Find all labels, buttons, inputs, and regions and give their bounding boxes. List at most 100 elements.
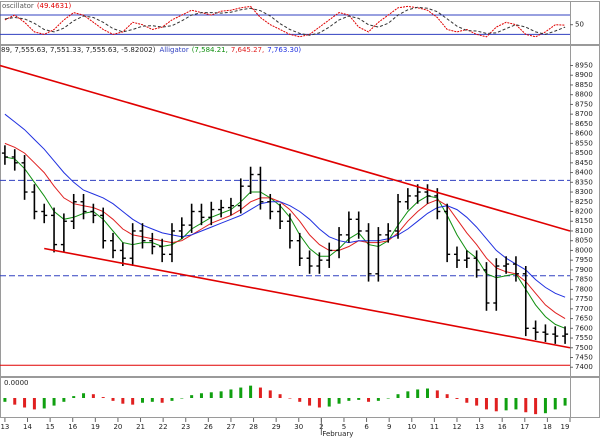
- histogram-bar: [327, 398, 331, 407]
- x-tick-label: 20: [113, 423, 122, 431]
- y-tick-label: 7900: [575, 266, 593, 274]
- ohlc-bar: [237, 178, 244, 214]
- histogram-bar: [72, 396, 76, 398]
- histogram-bar: [180, 398, 184, 399]
- histogram-bar: [543, 398, 547, 414]
- y-tick-label: 7950: [575, 256, 593, 264]
- histogram-bar: [101, 397, 105, 398]
- y-tick-label: 8600: [575, 130, 593, 138]
- y-tick-label: 8100: [575, 227, 593, 235]
- ohlc-bar: [70, 193, 77, 230]
- ohlc-bar: [385, 223, 392, 243]
- y-tick-label: 8700: [575, 110, 593, 118]
- histogram-bar: [62, 398, 66, 402]
- histogram-bar: [258, 387, 262, 398]
- ohlc-bar: [404, 188, 411, 210]
- ohlc-bar: [100, 207, 107, 249]
- histogram-bar: [13, 398, 17, 405]
- y-tick-label: 8050: [575, 237, 593, 245]
- ohlc-bar: [41, 203, 48, 224]
- y-tick-label: 8550: [575, 139, 593, 147]
- oscillator-line: [4, 5, 566, 38]
- indicator-value: (7,584.21,: [192, 46, 228, 54]
- ohlc-bar: [159, 238, 166, 263]
- ohlc-bar: [316, 252, 323, 274]
- histogram-bar: [484, 398, 488, 410]
- indicator-title: oscillator (49.4631): [2, 2, 71, 10]
- alligator-line: [4, 142, 566, 320]
- x-tick-label: 27: [226, 423, 235, 431]
- histogram-bar: [23, 398, 27, 408]
- y-tick-label: 7450: [575, 354, 593, 362]
- histogram-bar: [376, 398, 380, 401]
- y-tick-label: 8800: [575, 91, 593, 99]
- ohlc-bar: [90, 203, 97, 224]
- histogram-bar: [150, 398, 154, 402]
- ohlc-bar: [208, 201, 215, 226]
- ohlc-bar: [542, 324, 549, 342]
- ohlc-bar: [296, 232, 303, 267]
- ohlc-bar: [365, 223, 372, 282]
- y-tick-label: 8250: [575, 198, 593, 206]
- y-tick-label: 8900: [575, 71, 593, 79]
- histogram-bar: [406, 391, 410, 398]
- ohlc-bar: [483, 262, 490, 311]
- histogram-bar: [131, 398, 135, 405]
- y-tick-label: 8950: [575, 61, 593, 69]
- histogram-bar: [426, 388, 429, 398]
- histogram-bar: [219, 391, 223, 398]
- histogram-bar: [494, 398, 498, 412]
- histogram-bar: [504, 398, 508, 411]
- histogram-bar: [42, 398, 46, 409]
- ohlc-bar: [522, 266, 529, 337]
- histogram-bar: [308, 398, 312, 406]
- x-tick-label: 19: [91, 423, 100, 431]
- ohlc-bar: [512, 256, 519, 282]
- ohlc-bar: [395, 193, 402, 239]
- ohlc-bar: [188, 203, 195, 233]
- ohlc-bar: [218, 199, 225, 218]
- ohlc-bar: [31, 184, 38, 220]
- ohlc-bar: [375, 227, 382, 282]
- ohlc-bar: [355, 211, 362, 239]
- ohlc-bar: [267, 193, 274, 220]
- x-tick-label: 21: [136, 423, 145, 431]
- histogram-bar: [170, 398, 174, 401]
- y-tick-label: 7850: [575, 276, 593, 284]
- ohlc-bar: [532, 320, 539, 340]
- histogram-bar: [160, 398, 164, 403]
- ohlc-bar: [463, 250, 470, 268]
- x-tick-label: 23: [181, 423, 190, 431]
- ohlc-bar: [119, 242, 126, 267]
- y-tick-label: 8400: [575, 169, 593, 177]
- histogram-bar: [317, 398, 321, 408]
- histogram-bar: [288, 398, 292, 399]
- ohlc-bar: [178, 217, 185, 239]
- histogram-bar: [121, 398, 125, 404]
- histogram-bar: [32, 398, 36, 410]
- indicator-value: 0.0000: [4, 379, 29, 387]
- histogram-bar: [367, 398, 371, 402]
- x-tick-label: 6: [364, 423, 369, 431]
- ohlc-bar: [247, 166, 254, 194]
- channel-line: [0, 64, 571, 232]
- y-tick-label: 8750: [575, 100, 593, 108]
- histogram-bar: [514, 398, 518, 410]
- y-tick-label: 8300: [575, 188, 593, 196]
- histogram-bar: [91, 394, 95, 398]
- histogram-bar: [465, 398, 469, 403]
- x-tick-label: 14: [23, 423, 32, 431]
- ohlc-bar: [424, 184, 431, 204]
- histogram-bar: [52, 398, 56, 406]
- ohlc-bar: [51, 207, 58, 253]
- x-tick-label: 16: [68, 423, 77, 431]
- x-tick-label: 17: [520, 423, 529, 431]
- histogram-bar: [268, 390, 272, 398]
- histogram-bar: [357, 398, 361, 400]
- ohlc-bar: [257, 166, 264, 210]
- histogram-bar: [229, 389, 233, 398]
- x-tick-label: 13: [0, 423, 9, 431]
- histogram-bar: [199, 393, 203, 398]
